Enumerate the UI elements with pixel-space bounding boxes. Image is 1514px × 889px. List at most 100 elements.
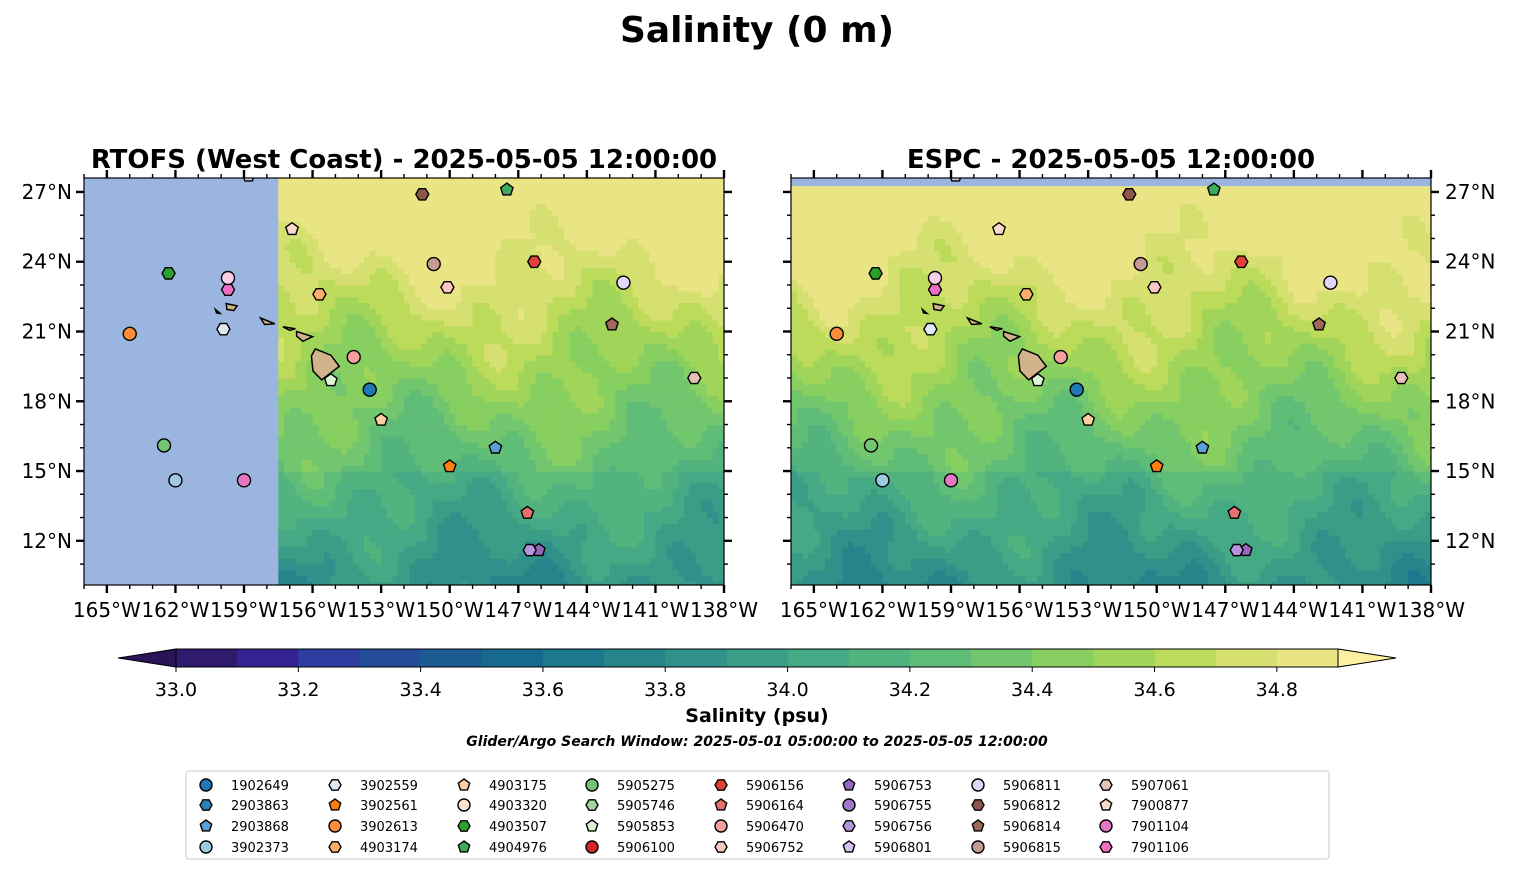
legend-marker: [585, 778, 599, 792]
legend-marker: [199, 840, 213, 854]
legend-marker: [328, 779, 342, 791]
legend-label: 2903868: [231, 820, 289, 835]
float-marker-3902561: [1149, 459, 1164, 473]
legend: 1902649 2903863 2903868 3902373 3902559 39025…: [185, 770, 1330, 860]
colorbar-segment: [298, 649, 360, 667]
float-marker-unlabeled: [927, 270, 943, 286]
x-tick-label: 138°W: [690, 598, 758, 622]
legend-label: 5907061: [1131, 779, 1189, 794]
legend-marker: [585, 840, 599, 854]
colorbar-segment: [176, 649, 238, 667]
legend-marker: [457, 778, 471, 791]
legend-label: 5906801: [874, 841, 932, 856]
x-tick-label: 159°W: [210, 598, 278, 622]
x-tick-label: 156°W: [279, 598, 347, 622]
x-tick-label: 144°W: [553, 598, 621, 622]
colorbar-segment: [1093, 649, 1156, 667]
legend-label: 3902373: [231, 841, 289, 856]
float-marker-5906156: [526, 255, 542, 269]
legend-label: 1902649: [231, 779, 289, 794]
colorbar-segment: [237, 649, 299, 667]
y-tick-label: 27°N: [1445, 180, 1495, 204]
legend-marker: [199, 778, 213, 792]
legend-label: 5906811: [1003, 779, 1061, 794]
x-tick-label: 153°W: [1054, 598, 1122, 622]
float-marker-1902649: [1069, 382, 1084, 397]
figure-suptitle: Salinity (0 m): [620, 10, 894, 51]
legend-label: 5906814: [1003, 820, 1061, 835]
legend-label: 7900877: [1131, 799, 1189, 814]
y-tick-label: 12°N: [1445, 529, 1495, 553]
x-tick-label: 141°W: [1328, 598, 1396, 622]
colorbar-segment: [420, 649, 483, 667]
colorbar-segment: [359, 649, 422, 667]
colorbar-tick-label: 33.2: [277, 679, 319, 701]
panel-title-rtofs: RTOFS (West Coast) - 2025-05-05 12:00:00: [91, 145, 717, 175]
float-marker-3902373: [875, 473, 890, 488]
float-marker-5906812: [1121, 187, 1137, 201]
colorbar-segment: [848, 649, 911, 667]
legend-marker: [714, 819, 728, 833]
float-marker-5907061: [686, 371, 702, 385]
legend-marker: [457, 840, 471, 853]
colorbar-tick-label: 33.0: [155, 679, 197, 701]
float-marker-4903174: [312, 288, 327, 301]
legend-label: 4904976: [489, 841, 547, 856]
colorbar-segment: [1154, 649, 1217, 667]
colorbar-tick-label: 33.4: [399, 679, 441, 701]
legend-marker: [971, 840, 985, 854]
x-tick-label: 138°W: [1397, 598, 1465, 622]
legend-marker: [714, 841, 728, 853]
float-marker-5906470: [346, 349, 361, 365]
float-marker-3902613: [122, 326, 137, 342]
float-marker-3902613: [829, 326, 844, 342]
colorbar-tick-label: 34.8: [1256, 679, 1298, 701]
float-markers-espc: [829, 178, 1409, 557]
x-tick-label: 165°W: [73, 598, 141, 622]
legend-label: 4903174: [360, 841, 418, 856]
land-rtofs: [213, 302, 341, 381]
salinity-field-rtofs: [84, 178, 724, 585]
colorbar-label: Salinity (psu): [685, 705, 828, 727]
float-marker-5906156: [1233, 255, 1249, 269]
legend-marker: [842, 778, 856, 791]
colorbar: 33.0 33.2 33.4 33.6 33.8 34.0 34.2 34.4 34.6 34.8: [117, 648, 1397, 701]
legend-label: 5906100: [617, 841, 675, 856]
float-marker-1902649: [362, 382, 377, 397]
colorbar-segment: [1032, 649, 1094, 667]
colorbar-tick-label: 34.4: [1011, 679, 1053, 701]
float-marker-7901104: [236, 473, 252, 488]
legend-label: 5906756: [874, 820, 932, 835]
float-marker-7901106: [220, 283, 236, 296]
legend-marker: [842, 798, 856, 812]
legend-label: 5906752: [746, 841, 804, 856]
legend-marker: [842, 840, 856, 853]
colorbar-segment: [726, 649, 789, 667]
legend-marker: [842, 820, 856, 832]
y-tick-label: 21°N: [1445, 319, 1495, 343]
float-marker-4903175: [1081, 412, 1096, 426]
colorbar-tick-label: 33.6: [522, 679, 564, 701]
colorbar-tick-label: 34.6: [1133, 679, 1175, 701]
legend-frame: [185, 770, 1330, 860]
legend-label: 3902613: [360, 820, 418, 835]
legend-marker: [457, 820, 471, 832]
legend-label: 3902559: [360, 779, 418, 794]
x-tick-label: 150°W: [1123, 598, 1191, 622]
float-marker-7900877: [284, 221, 300, 236]
x-tick-label: 159°W: [917, 598, 985, 622]
legend-marker: [971, 778, 985, 792]
float-marker-7900877: [991, 221, 1007, 236]
float-marker-3902559: [216, 322, 231, 336]
legend-label: 5906470: [746, 820, 804, 835]
float-marker-5906756: [1229, 543, 1245, 557]
y-tick-label: 21°N: [22, 319, 72, 343]
legend-marker: [714, 798, 728, 811]
float-marker-5906752: [440, 281, 455, 294]
y-tick-label: 12°N: [22, 529, 72, 553]
legend-label: 5906156: [746, 779, 804, 794]
float-markers-rtofs: [122, 178, 702, 557]
legend-label: 5905853: [617, 820, 675, 835]
legend-label: 2903863: [231, 799, 289, 814]
